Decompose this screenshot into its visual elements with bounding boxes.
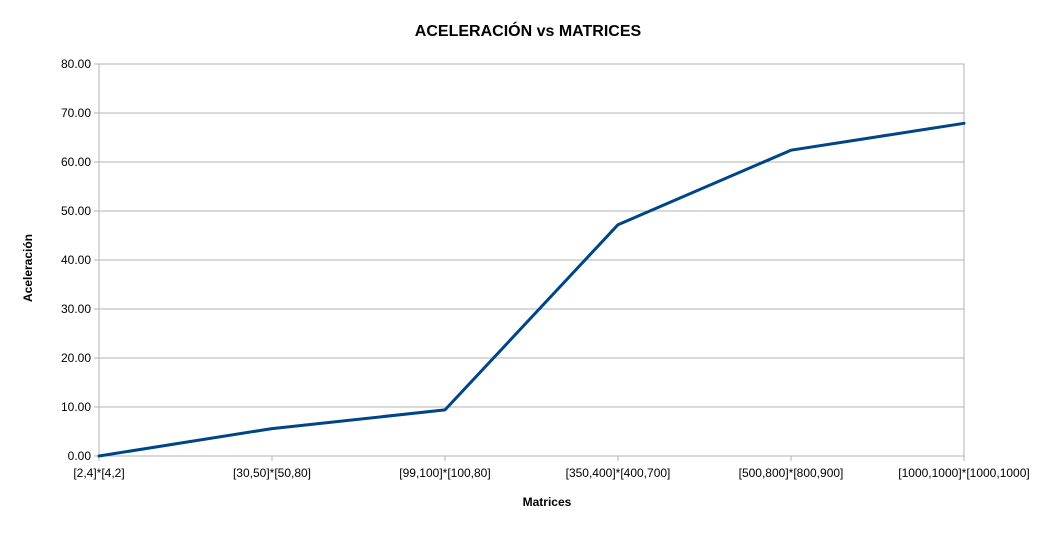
y-tick-label: 60.00 <box>61 155 91 169</box>
y-tick-label: 40.00 <box>61 253 91 267</box>
series-layer <box>97 121 966 458</box>
y-tick-label: 20.00 <box>61 351 91 365</box>
y-tick-label: 0.00 <box>68 449 92 463</box>
x-tick-label: [99,100]*[100,80] <box>399 466 490 480</box>
chart-title: ACELERACIÓN vs MATRICES <box>415 21 642 40</box>
y-tick-label: 50.00 <box>61 204 91 218</box>
x-axis: [2,4]*[4,2] [30,50]*[50,80] [99,100]*[100,… <box>73 456 1030 480</box>
y-tick-label: 80.00 <box>61 57 91 71</box>
y-tick-label: 70.00 <box>61 106 91 120</box>
x-tick-label: [1000,1000]*[1000,1000] <box>898 466 1029 480</box>
grid <box>99 112 964 408</box>
x-tick-label: [350,400]*[400,700] <box>566 466 671 480</box>
x-axis-title: Matrices <box>523 495 572 509</box>
y-tick-label: 10.00 <box>61 400 91 414</box>
y-axis: 0.00 10.00 20.00 30.00 40.00 50.00 60.00 70.00 8… <box>61 57 99 463</box>
series-line <box>97 121 966 458</box>
y-axis-title: Aceleración <box>21 234 35 302</box>
x-tick-label: [2,4]*[4,2] <box>73 466 124 480</box>
y-tick-label: 30.00 <box>61 302 91 316</box>
x-tick-label: [500,800]*[800,900] <box>739 466 844 480</box>
x-tick-label: [30,50]*[50,80] <box>233 466 311 480</box>
